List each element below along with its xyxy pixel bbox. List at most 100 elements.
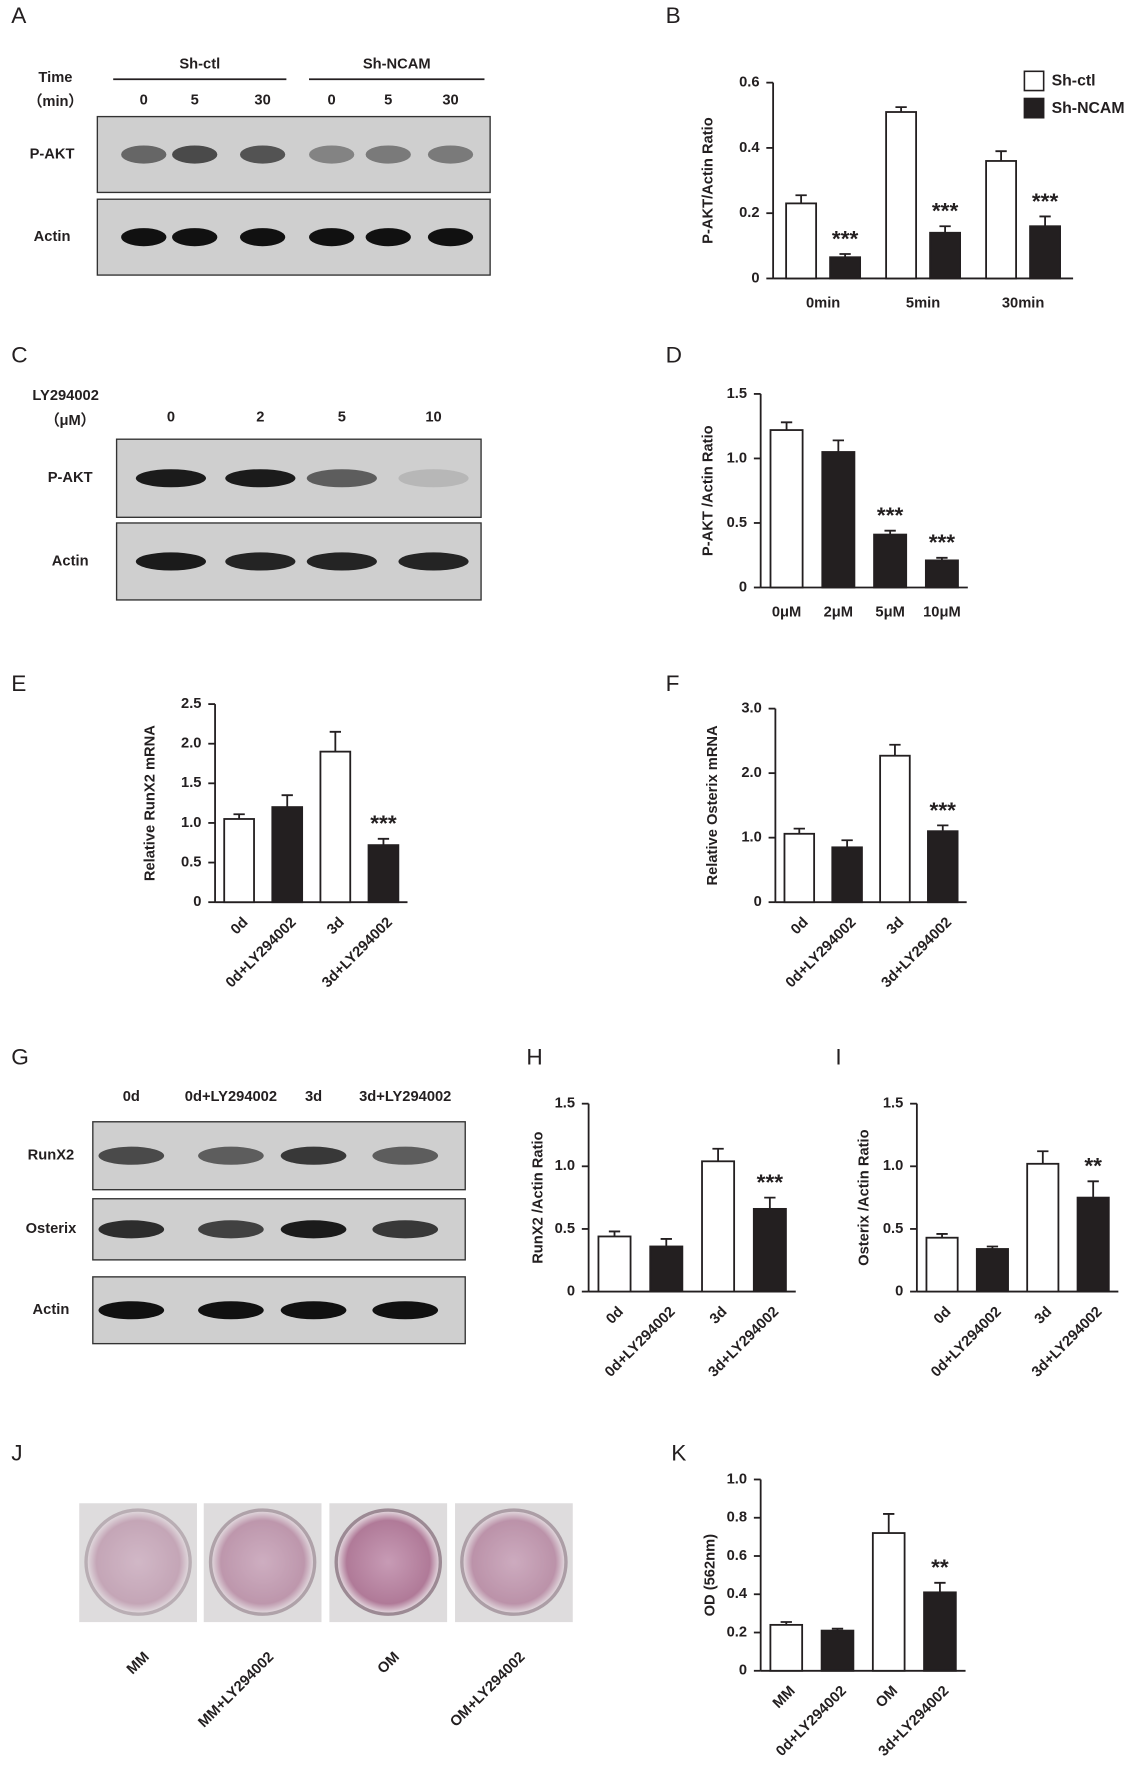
x-tick-label: 3d	[707, 1304, 730, 1327]
error-bar	[795, 194, 807, 204]
row-label: Actin	[33, 1302, 70, 1318]
bar	[985, 160, 1017, 280]
y-tick-label: 1.5	[883, 1096, 903, 1112]
y-tick-label: 0.5	[727, 515, 747, 531]
band	[98, 1146, 165, 1165]
lane-label: 0	[328, 93, 336, 109]
error-bar	[883, 1513, 895, 1534]
lane-label: 3d+LY294002	[359, 1089, 451, 1105]
significance: **	[931, 1555, 949, 1580]
x-tick-label: 0μM	[772, 604, 801, 620]
x-tick-label: 0d	[788, 915, 811, 938]
error-bar	[1087, 1180, 1099, 1198]
band	[309, 145, 355, 164]
y-tick-label: 0	[754, 894, 762, 910]
error-bar	[937, 824, 949, 832]
y-tick-label: 0.2	[739, 205, 759, 221]
y-axis-label: RunX2 /Actin Ratio	[531, 1131, 547, 1263]
y-tick-label: 0.2	[727, 1624, 747, 1640]
y-axis-label: P-AKT /Actin Ratio	[700, 425, 716, 556]
bar	[871, 1532, 906, 1672]
band	[121, 145, 167, 164]
row-label: Osterix	[26, 1221, 77, 1237]
y-tick-label: 1.0	[181, 815, 201, 831]
lane-label: 5	[338, 410, 346, 426]
bar	[769, 1623, 804, 1672]
y-tick-label: 2.0	[741, 765, 761, 781]
band	[198, 1146, 264, 1165]
error-bar	[934, 1581, 946, 1593]
x-tick-label: 5μM	[875, 604, 904, 620]
y-axis-label: Relative Osterix mRNA	[705, 725, 721, 886]
y-tick-label: 0	[193, 894, 201, 910]
legend-label: Sh-NCAM	[1052, 100, 1125, 117]
row-label: Actin	[52, 553, 89, 569]
y-tick-label: 3.0	[741, 701, 761, 717]
y-tick-label: 0.6	[727, 1548, 747, 1564]
band	[225, 552, 296, 571]
band	[280, 1220, 347, 1239]
band	[239, 145, 286, 164]
lane-label: 0	[167, 410, 175, 426]
error-bar	[780, 421, 793, 431]
band	[121, 228, 167, 247]
panel-label: G	[11, 1044, 29, 1069]
significance: ***	[1032, 189, 1059, 214]
significance: **	[1084, 1154, 1102, 1179]
blot-title: Time	[38, 70, 72, 86]
y-tick-label: 2.5	[181, 696, 201, 712]
bar	[769, 429, 804, 589]
bar	[785, 202, 818, 280]
group-label: Sh-NCAM	[363, 56, 431, 72]
band	[306, 552, 377, 571]
group-label: Sh-ctl	[179, 56, 220, 72]
well	[460, 1508, 568, 1616]
panel-label: B	[666, 3, 681, 28]
y-tick-label: 0.8	[727, 1510, 747, 1526]
y-tick-label: 0	[895, 1283, 903, 1299]
panel-label: E	[11, 671, 26, 696]
y-tick-label: 1.0	[727, 1471, 747, 1487]
panel-label: J	[11, 1441, 22, 1466]
lane-label: 5	[191, 93, 199, 109]
lane-label: 30	[254, 93, 270, 109]
bar	[1026, 1162, 1060, 1293]
panel-label: K	[671, 1441, 686, 1466]
error-bar	[889, 743, 901, 756]
band	[427, 228, 474, 247]
lane-label: 30	[442, 93, 458, 109]
y-tick-label: 1.5	[555, 1096, 575, 1112]
band	[372, 1301, 439, 1320]
error-bar	[1037, 1150, 1049, 1164]
y-tick-label: 1.0	[555, 1158, 575, 1174]
band	[309, 228, 355, 247]
band	[172, 145, 218, 164]
band	[98, 1220, 165, 1239]
y-tick-label: 0.6	[739, 75, 759, 91]
panel-label: C	[11, 343, 27, 368]
band	[372, 1220, 439, 1239]
band	[365, 145, 411, 164]
bar	[752, 1207, 787, 1293]
band	[135, 469, 207, 488]
panel-label: F	[666, 671, 680, 696]
y-axis-label: Osterix /Actin Ratio	[857, 1129, 873, 1265]
bar	[831, 846, 863, 904]
y-axis-label: OD (562nm)	[703, 1534, 719, 1617]
y-tick-label: 0.5	[555, 1221, 575, 1237]
bar	[319, 750, 352, 904]
band	[135, 552, 207, 571]
bar	[223, 818, 255, 904]
bar	[597, 1235, 632, 1293]
error-bar	[281, 794, 293, 808]
y-tick-label: 0	[567, 1283, 575, 1299]
band	[280, 1146, 347, 1165]
x-tick-label: 0d	[603, 1304, 626, 1327]
error-bar	[377, 837, 390, 846]
bar	[821, 451, 856, 589]
band	[427, 145, 474, 164]
error-bar	[995, 150, 1007, 161]
x-tick-label: 3d	[324, 915, 347, 938]
